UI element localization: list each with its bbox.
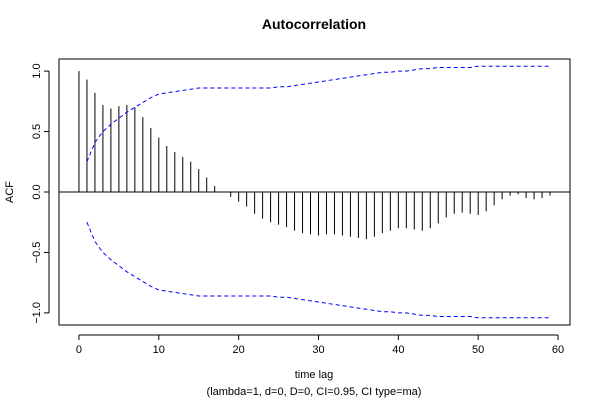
x-tick-label: 50 (472, 344, 484, 356)
chart-title: Autocorrelation (262, 16, 366, 32)
y-tick-label: −0.5 (31, 242, 43, 264)
y-axis-label: ACF (4, 181, 16, 203)
x-tick-label: 30 (312, 344, 324, 356)
y-tick-label: 0.0 (31, 184, 43, 199)
x-tick-label: 60 (552, 344, 564, 356)
x-tick-label: 40 (392, 344, 404, 356)
y-tick-label: 1.0 (31, 63, 43, 78)
ci-lower-line (86, 222, 551, 319)
ci-upper-line (86, 65, 551, 162)
x-tick-label: 0 (76, 344, 82, 356)
x-tick-label: 10 (153, 344, 165, 356)
x-axis-label: time lag (295, 369, 334, 381)
y-tick-label: −1.0 (31, 302, 43, 324)
chart-subtitle: (lambda=1, d=0, D=0, CI=0.95, CI type=ma… (207, 386, 422, 398)
y-tick-label: 0.5 (31, 124, 43, 139)
x-tick-label: 20 (233, 344, 245, 356)
